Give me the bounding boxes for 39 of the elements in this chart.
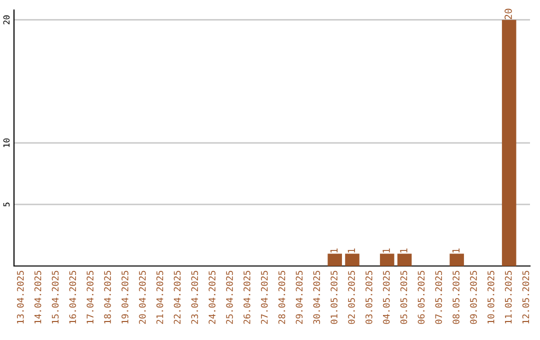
x-tick-label: 29.04.2025 <box>296 270 303 324</box>
y-tick-label: 20 <box>3 15 10 24</box>
x-tick-label: 19.04.2025 <box>122 270 128 324</box>
x-tick-label: 03.05.2025 <box>365 270 372 324</box>
x-tick-label: 02.05.2025 <box>348 270 355 324</box>
x-tick-label: 18.04.2025 <box>104 270 111 324</box>
data-label: 1 <box>400 248 408 253</box>
data-label: 1 <box>330 248 338 253</box>
x-tick-label: 16.04.2025 <box>69 270 76 324</box>
x-tick-label: 30.04.2025 <box>313 270 320 324</box>
data-label: 20 <box>504 8 512 20</box>
x-tick-label: 04.05.2025 <box>382 270 390 324</box>
x-tick-label: 28.04.2025 <box>278 270 286 324</box>
data-label: 1 <box>348 248 355 253</box>
y-tick-label: 10 <box>3 138 10 147</box>
x-tick-label: 15.04.2025 <box>52 270 59 324</box>
x-tick-label: 14.04.2025 <box>34 270 42 324</box>
x-tick-label: 07.05.2025 <box>435 270 442 324</box>
x-tick-label: 01.05.2025 <box>330 270 338 324</box>
data-label: 1 <box>452 248 460 253</box>
x-tick-label: 27.04.2025 <box>260 270 268 324</box>
y-tick-label: 5 <box>3 202 10 206</box>
x-tick-label: 25.04.2025 <box>226 270 233 324</box>
x-tick-label: 26.04.2025 <box>244 270 250 324</box>
x-tick-label: 11.05.2025 <box>504 270 512 324</box>
x-tick-label: 05.05.2025 <box>400 270 408 324</box>
x-tick-label: 08.05.2025 <box>452 270 460 324</box>
x-tick-label: 22.04.2025 <box>174 270 181 324</box>
x-tick-label: 12.05.2025 <box>522 270 530 324</box>
x-tick-label: 17.04.2025 <box>86 270 94 324</box>
x-tick-label: 23.04.2025 <box>191 270 198 324</box>
x-tick-label: 09.05.2025 <box>470 270 477 324</box>
x-tick-label: 10.05.2025 <box>487 270 494 324</box>
x-tick-label: 20.04.2025 <box>138 270 146 324</box>
x-tick-label: 21.04.2025 <box>156 270 164 324</box>
data-label: 1 <box>382 248 390 253</box>
x-tick-label: 06.05.2025 <box>418 270 425 324</box>
x-tick-label: 13.04.2025 <box>16 270 24 324</box>
x-tick-label: 24.04.2025 <box>208 270 216 324</box>
